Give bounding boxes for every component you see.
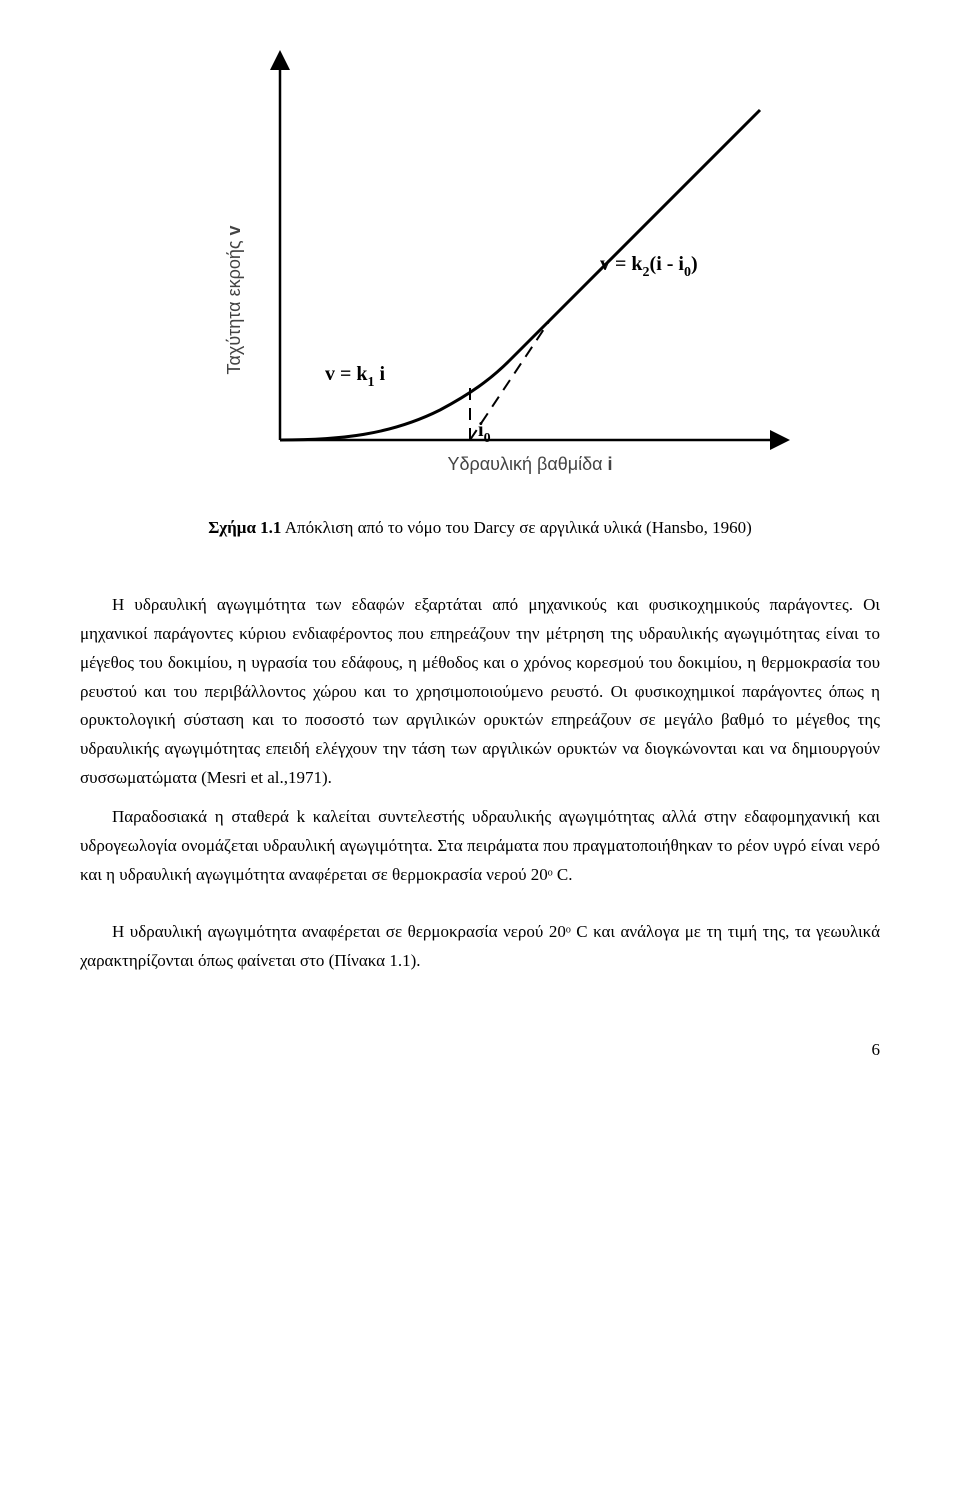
x-axis-label: Υδραυλική βαθμίδα i	[447, 454, 612, 474]
paragraph-2: Παραδοσιακά η σταθερά k καλείται συντελε…	[80, 803, 880, 890]
figure-label: Σχήμα 1.1	[208, 518, 281, 537]
paragraph-1: Η υδραυλική αγωγιμότητα των εδαφών εξαρτ…	[80, 591, 880, 793]
figure-container: Ταχύτητα εκροής v Υδραυλική βαθμίδα i v …	[80, 40, 880, 490]
figure-caption: Σχήμα 1.1 Απόκλιση από το νόμο του Darcy…	[80, 514, 880, 543]
paragraph-3: Η υδραυλική αγωγιμότητα αναφέρεται σε θε…	[80, 918, 880, 976]
darcy-deviation-chart: Ταχύτητα εκροής v Υδραυλική βαθμίδα i v …	[160, 40, 800, 490]
equation-k1: v = k1 i	[325, 363, 386, 390]
equation-k2: v = k2(i - i0)	[600, 253, 698, 280]
figure-caption-text: Απόκλιση από το νόμο του Darcy σε αργιλι…	[285, 518, 752, 537]
page-number: 6	[80, 1036, 880, 1065]
i0-label: i0	[478, 419, 491, 446]
y-axis-label: Ταχύτητα εκροής v	[224, 225, 244, 374]
